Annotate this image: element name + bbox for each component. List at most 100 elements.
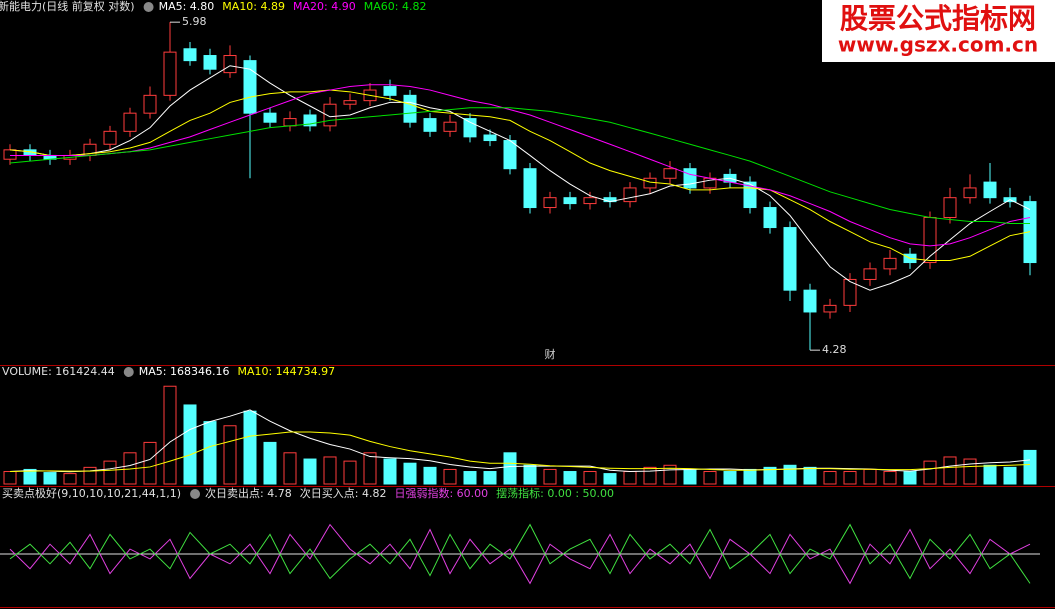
volume-bar xyxy=(303,458,317,485)
volume-bar xyxy=(763,466,777,485)
series-line xyxy=(9,89,1031,261)
volume-bar xyxy=(1003,466,1017,485)
watermark-url: www.gszx.com.cn xyxy=(838,33,1038,57)
volume-bar xyxy=(883,471,897,485)
legend-entry: MA10: 144734.97 xyxy=(237,365,335,378)
volume-bar xyxy=(343,460,357,485)
candle-body xyxy=(203,55,217,70)
volume-bar xyxy=(183,404,197,485)
series-line xyxy=(9,107,1030,225)
candle-body xyxy=(763,207,777,229)
candle-body xyxy=(343,100,357,105)
candle-body xyxy=(843,278,857,306)
candle-body xyxy=(823,304,837,313)
panel-title: 新能电力(日线 前复权 对数) xyxy=(0,0,135,13)
watermark-title: 股票公式指标网 xyxy=(840,2,1036,35)
volume-bar xyxy=(1023,449,1037,485)
volume-bar xyxy=(103,460,117,485)
volume-bar xyxy=(703,471,717,485)
volume-bar xyxy=(983,464,997,485)
candle-body xyxy=(543,197,557,209)
legend-entry: MA5: 4.80 xyxy=(159,0,215,13)
volume-bar xyxy=(863,468,877,485)
volume-bar xyxy=(803,466,817,485)
volume-bar xyxy=(923,460,937,485)
candle-body xyxy=(403,94,417,123)
candle-body xyxy=(563,197,577,205)
annotation: 财 xyxy=(545,347,556,361)
volume-bar xyxy=(283,452,297,485)
candle-body xyxy=(623,187,637,203)
volume-bar xyxy=(363,452,377,485)
candle-body xyxy=(783,227,797,291)
volume-bar xyxy=(963,458,977,485)
candle-body xyxy=(803,289,817,313)
volume-bar xyxy=(543,468,557,485)
volume-bar xyxy=(603,473,617,485)
volume-bar xyxy=(743,468,757,485)
volume-bar xyxy=(203,421,217,485)
candle-body xyxy=(643,177,657,189)
volume-bar xyxy=(523,464,537,485)
volume-bar xyxy=(23,468,37,485)
volume-bar xyxy=(83,466,97,485)
volume-bar xyxy=(503,452,517,485)
candle-body xyxy=(243,60,257,114)
volume-bar xyxy=(483,471,497,485)
candle-body xyxy=(183,48,197,62)
volume-bar xyxy=(383,458,397,485)
legend-entry: MA10: 4.89 xyxy=(222,0,285,13)
candle-body xyxy=(383,86,397,96)
legend-entry: MA5: 168346.16 xyxy=(139,365,230,378)
candle-body xyxy=(503,140,517,170)
candle-body xyxy=(223,55,237,74)
candle-body xyxy=(523,168,537,209)
candle-body xyxy=(303,114,317,127)
candle-body xyxy=(663,168,677,179)
legend-entry: 日强弱指数: 60.00 xyxy=(394,486,488,500)
candle-body xyxy=(983,181,997,199)
volume-bar xyxy=(903,471,917,485)
panel-title: VOLUME: 161424.44 xyxy=(2,365,115,378)
candle-body xyxy=(123,112,137,132)
watermark-box xyxy=(822,0,1055,62)
volume-bar xyxy=(643,466,657,485)
volume-bar xyxy=(323,456,337,485)
volume-bar xyxy=(583,471,597,485)
volume-bar xyxy=(943,456,957,485)
series-line xyxy=(10,84,1031,247)
volume-bar xyxy=(3,471,17,485)
volume-bar xyxy=(783,464,797,485)
candle-body xyxy=(483,134,497,142)
candle-body xyxy=(883,257,897,270)
candle-body xyxy=(263,112,277,123)
candle-body xyxy=(463,118,477,138)
candle-body xyxy=(163,51,177,96)
panel-subtitle: 次日卖出点: 4.78 xyxy=(205,486,292,500)
low-label: 4.28 xyxy=(822,343,847,356)
menu-icon xyxy=(143,2,154,12)
candle-body xyxy=(583,197,597,205)
menu-icon xyxy=(190,489,201,499)
series-line xyxy=(9,431,1031,473)
candle-body xyxy=(863,268,877,280)
volume-bar xyxy=(443,468,457,485)
volume-bar xyxy=(423,466,437,485)
legend-entry: MA60: 4.82 xyxy=(364,0,427,13)
menu-icon xyxy=(123,367,134,377)
candle-body xyxy=(443,121,457,132)
candle-body xyxy=(683,168,697,189)
candle-body xyxy=(423,118,437,132)
volume-bar xyxy=(143,441,157,485)
volume-bar xyxy=(223,425,237,485)
panel-subtitle: 次日买入点: 4.82 xyxy=(300,486,387,500)
candle-body xyxy=(943,197,957,218)
candle-body xyxy=(143,94,157,114)
volume-bar xyxy=(43,472,57,485)
volume-bar xyxy=(823,471,837,485)
volume-bar xyxy=(263,441,277,485)
high-label: 5.98 xyxy=(182,15,207,28)
